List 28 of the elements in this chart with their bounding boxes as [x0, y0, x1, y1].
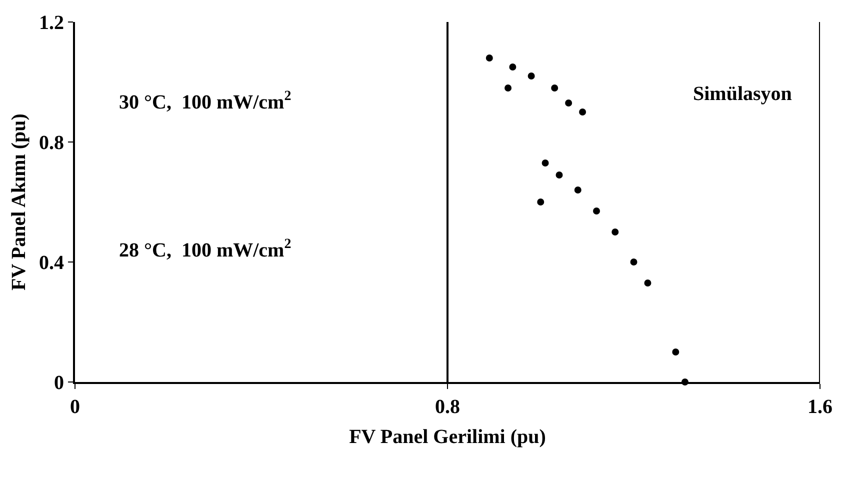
y-tick-label: 0	[54, 372, 64, 394]
point	[612, 228, 619, 236]
point	[579, 108, 586, 116]
y-tick-label: 1.2	[39, 12, 64, 34]
point	[528, 72, 535, 80]
point	[551, 84, 558, 92]
point	[542, 160, 549, 166]
y-tick-label: 0.8	[39, 132, 64, 154]
point	[509, 64, 516, 70]
point	[537, 198, 544, 206]
x-axis-title: FV Panel Gerilimi (pu)	[349, 426, 546, 448]
point	[486, 54, 493, 62]
x-tick-label: 1.6	[808, 396, 832, 418]
point	[644, 280, 652, 286]
point	[504, 84, 512, 92]
y-tick-label: 0.4	[39, 252, 64, 274]
annotation: 28 °C, 100 mW/cm$^{2}$	[119, 237, 292, 262]
x-tick-label: 0	[70, 396, 80, 418]
annotation: 30 °C, 100 mW/cm$^{2}$	[119, 89, 292, 114]
point	[593, 208, 600, 214]
point	[556, 172, 563, 178]
point	[672, 348, 680, 356]
point	[630, 258, 638, 266]
annotation: Simülasyon	[693, 83, 792, 105]
x-tick-label: 0.8	[435, 396, 460, 418]
point	[574, 186, 582, 194]
point	[565, 100, 572, 106]
y-axis-title: FV Panel Akımı (pu)	[8, 114, 30, 290]
